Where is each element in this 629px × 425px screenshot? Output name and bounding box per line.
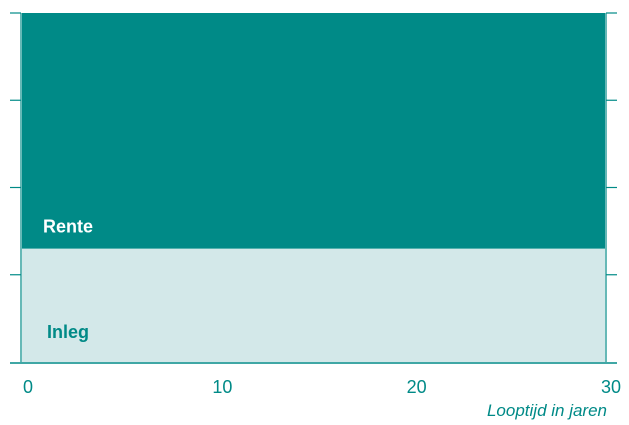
x-tick-label: 10 [212, 377, 232, 397]
series-labels: Inleg Rente [43, 217, 93, 342]
x-tick-label: 30 [601, 377, 621, 397]
series-label-inleg: Inleg [47, 322, 89, 342]
area-series-group [22, 13, 605, 362]
x-tick-label: 20 [407, 377, 427, 397]
series-label-rente: Rente [43, 217, 93, 237]
y-axis-ticks [10, 12, 617, 276]
x-tick-label: 0 [23, 377, 33, 397]
area-inleg [22, 248, 605, 362]
x-axis-title: Looptijd in jaren [487, 401, 607, 420]
x-axis-tick-labels: 0 10 20 30 [23, 377, 621, 397]
area-rente [22, 13, 605, 249]
